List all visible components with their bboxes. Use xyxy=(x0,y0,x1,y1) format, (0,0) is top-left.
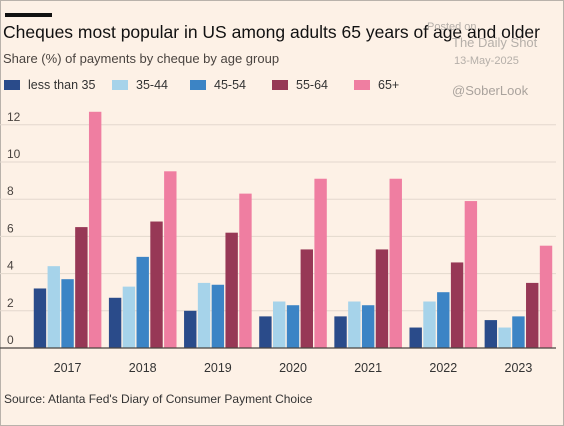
bar xyxy=(464,201,478,348)
bar xyxy=(211,284,225,348)
bar xyxy=(61,279,74,348)
bar xyxy=(184,310,197,348)
watermark-posted: Posted on xyxy=(427,21,477,33)
chart-legend: less than 35 35-44 45-54 55-64 65+ xyxy=(4,78,424,94)
legend-swatch xyxy=(354,80,370,90)
legend-label: 45-54 xyxy=(214,78,246,92)
legend-label: 65+ xyxy=(378,78,400,92)
y-tick-label: 8 xyxy=(7,184,14,198)
bar xyxy=(409,327,422,348)
legend-item: 65+ xyxy=(354,78,399,92)
bar xyxy=(75,227,88,348)
bar xyxy=(498,327,511,348)
bar xyxy=(375,249,389,348)
bar xyxy=(526,282,539,348)
bar xyxy=(512,316,525,348)
bar xyxy=(88,111,102,348)
bar xyxy=(389,178,402,348)
y-tick-label: 10 xyxy=(7,147,21,161)
bar xyxy=(259,316,272,348)
bar xyxy=(450,262,464,348)
legend-label: 35-44 xyxy=(136,78,168,92)
bar xyxy=(197,282,211,348)
bar xyxy=(150,221,163,348)
bar xyxy=(136,256,149,348)
x-tick-label: 2018 xyxy=(129,361,157,375)
x-tick-label: 2023 xyxy=(505,361,533,375)
legend-label: 55-64 xyxy=(296,78,328,92)
bar xyxy=(334,316,347,348)
bar xyxy=(108,297,122,348)
legend-item: 55-64 xyxy=(272,78,328,92)
x-tick-label: 2021 xyxy=(354,361,382,375)
bar-chart: 0 2 4 6 8 10 12 2017 2018 2019 2020 2021 2022 2023 xyxy=(0,110,556,375)
legend-item: 35-44 xyxy=(112,78,168,92)
legend-swatch xyxy=(190,80,206,90)
x-tick-label: 2020 xyxy=(279,361,307,375)
bar xyxy=(423,301,436,348)
bar xyxy=(348,301,361,348)
bar xyxy=(484,320,498,348)
legend-item: 45-54 xyxy=(190,78,246,92)
bar xyxy=(286,305,300,348)
bar xyxy=(539,245,553,348)
legend-swatch xyxy=(112,80,128,90)
bar xyxy=(122,286,136,348)
x-tick-label: 2022 xyxy=(429,361,457,375)
bar xyxy=(361,305,375,348)
legend-swatch xyxy=(272,80,288,90)
legend-swatch xyxy=(4,80,20,90)
watermark-site: The Daily Shot xyxy=(452,35,538,50)
bar xyxy=(164,171,177,348)
bar xyxy=(273,301,286,348)
legend-item: less than 35 xyxy=(4,78,95,92)
chart-subtitle: Share (%) of payments by cheque by age g… xyxy=(3,51,280,66)
bar xyxy=(33,288,47,348)
y-tick-label: 2 xyxy=(7,296,14,310)
bar xyxy=(47,266,60,348)
x-tick-label: 2019 xyxy=(204,361,232,375)
bar xyxy=(437,292,450,348)
chart-title: Cheques most popular in US among adults … xyxy=(3,22,540,42)
y-tick-label: 4 xyxy=(7,259,14,273)
bar xyxy=(239,193,252,348)
watermark-date: 13-May-2025 xyxy=(454,55,519,67)
y-tick-label: 0 xyxy=(7,333,14,347)
y-tick-label: 6 xyxy=(7,221,14,235)
bar xyxy=(314,178,327,348)
bar xyxy=(225,232,238,348)
legend-label: less than 35 xyxy=(28,78,96,92)
bar xyxy=(300,249,313,348)
y-tick-label: 12 xyxy=(7,110,21,124)
x-tick-label: 2017 xyxy=(54,361,82,375)
source-note: Source: Atlanta Fed's Diary of Consumer … xyxy=(4,392,313,406)
title-rule xyxy=(5,13,52,17)
watermark-handle: @SoberLook xyxy=(452,83,529,98)
